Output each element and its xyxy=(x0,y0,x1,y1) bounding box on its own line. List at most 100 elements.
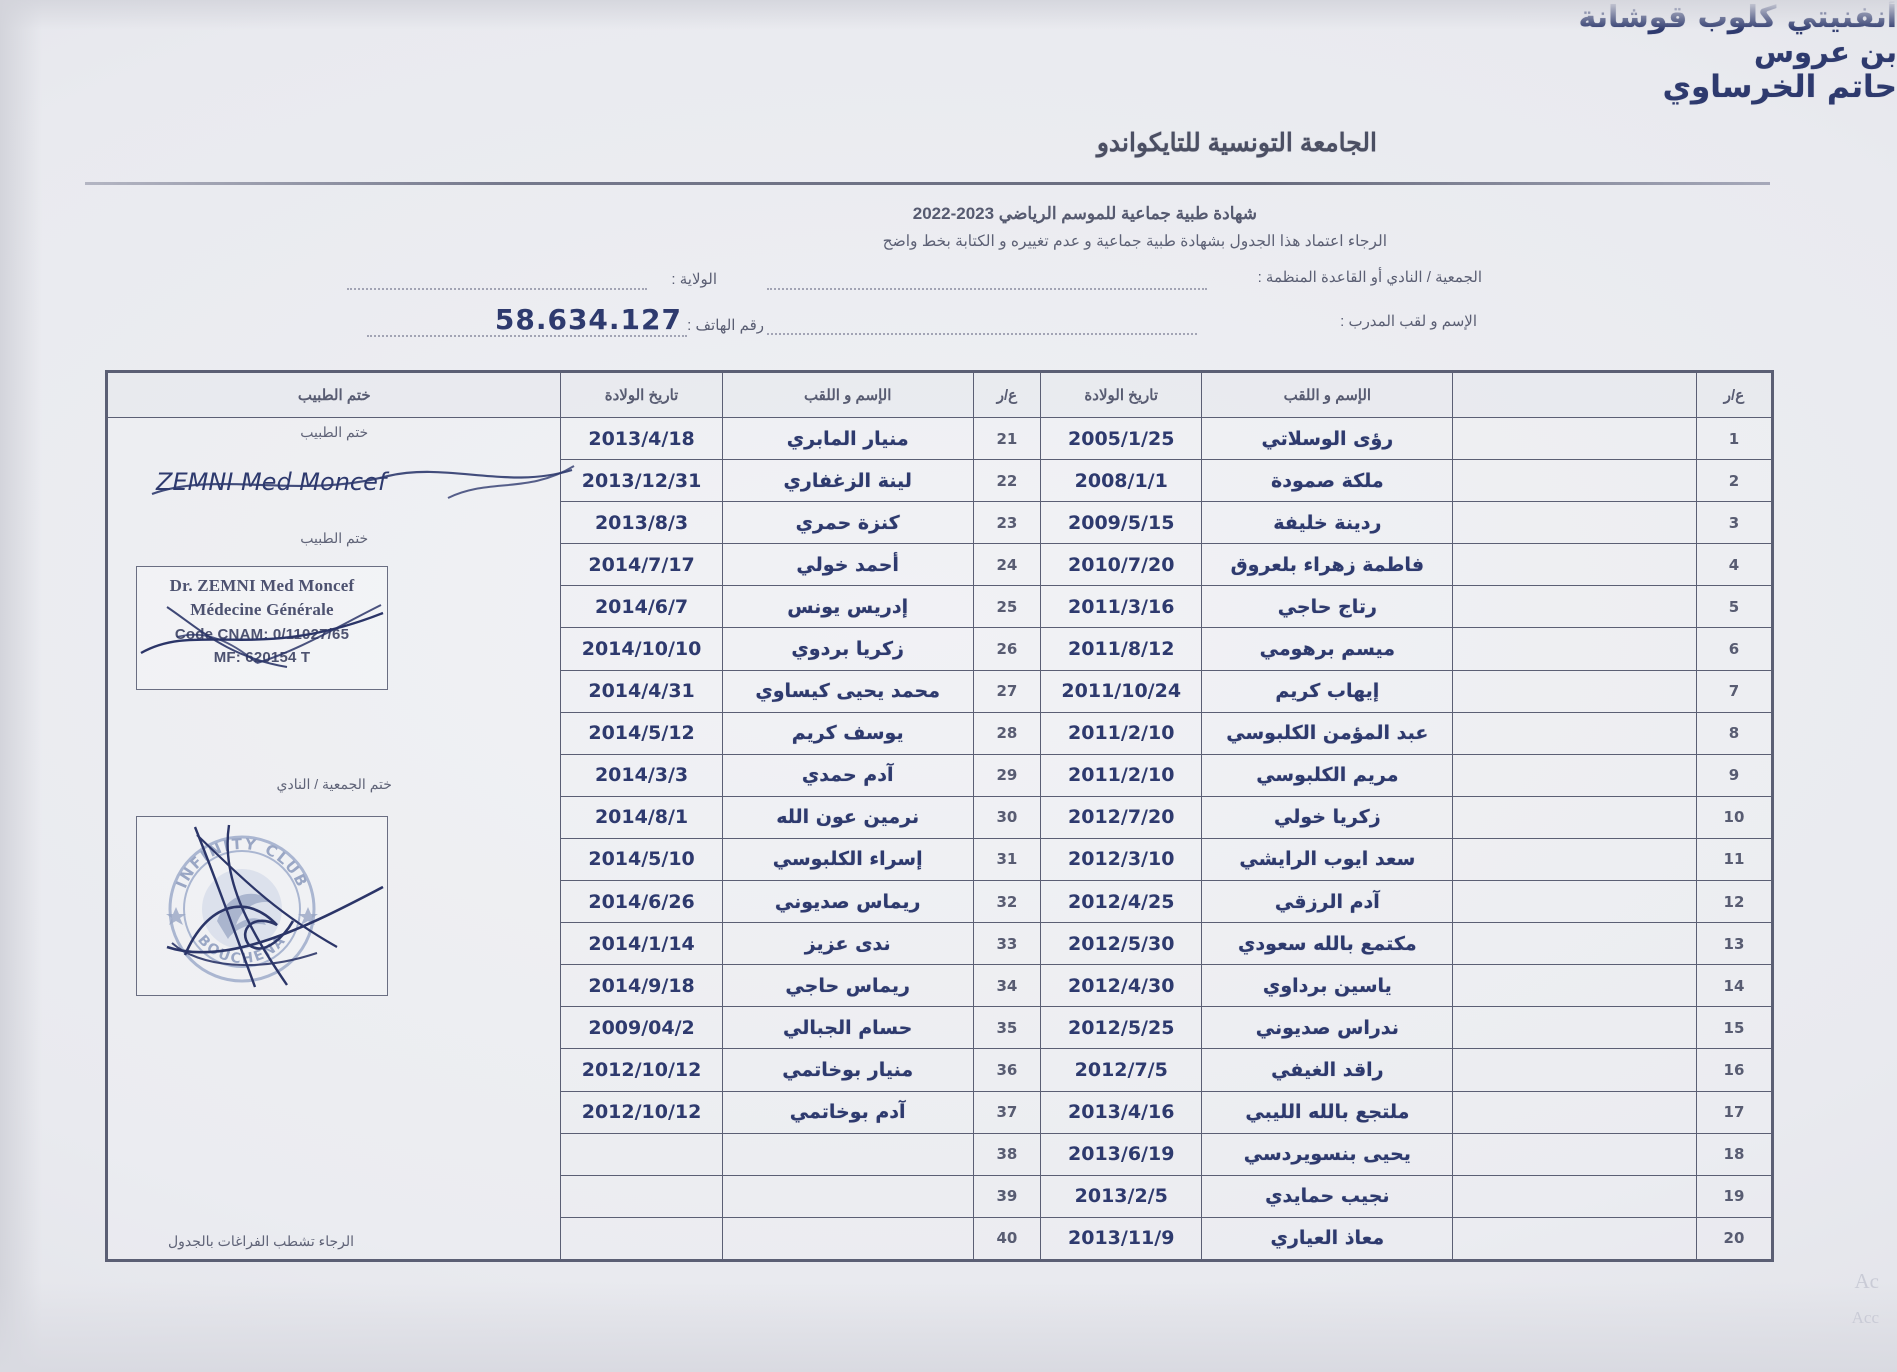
doctor-stamp-cell: ختم الطبيب ZEMNI Med Moncef ختم الطبيب D… xyxy=(106,417,575,1260)
page-shadow-bottom xyxy=(0,1282,1897,1372)
table-row: 2012/10/12 منيار بوخاتمي 36 2012/7/5 راقد ال… xyxy=(108,1048,1773,1092)
document-subtitle: شهادة طبية جماعية للموسم الرياضي 2023-20… xyxy=(912,204,1257,223)
left-index: 31 xyxy=(972,837,1042,882)
right-birth-date: 2012/7/5 xyxy=(1040,1048,1203,1092)
table-row: 2014/1/14 ندى عزيز 33 2012/5/30 مكتمع بالله … xyxy=(108,922,1773,966)
right-birth-date: 2013/11/9 xyxy=(1040,1216,1203,1261)
left-birth-date: 2012/10/12 xyxy=(560,1048,723,1092)
blank-cell xyxy=(1452,964,1697,1008)
right-full-name: نجيب حمايدي xyxy=(1201,1174,1454,1218)
right-index: 8 xyxy=(1695,711,1773,755)
club-stamp-box: INFINITY CLUB BOUCHENA xyxy=(136,816,388,996)
right-index: 18 xyxy=(1695,1132,1773,1176)
left-birth-date: 2014/10/10 xyxy=(560,627,723,671)
blank-cell xyxy=(1452,1048,1697,1092)
left-index: 29 xyxy=(972,753,1042,797)
right-birth-date: 2011/8/12 xyxy=(1040,627,1203,671)
left-full-name: آدم بوخاتمي xyxy=(721,1090,974,1134)
left-full-name: حسام الجبالي xyxy=(721,1006,974,1050)
left-full-name xyxy=(721,1174,974,1218)
left-full-name: نرمين عون الله xyxy=(721,795,974,839)
table-row: 2009/04/2 حسام الجبالي 35 2012/5/25 ندراس صد… xyxy=(108,1006,1773,1050)
left-birth-date: 2014/5/10 xyxy=(560,837,723,882)
left-index: 21 xyxy=(972,416,1042,461)
form-instruction-text: الرجاء اعتماد هذا الجدول بشهادة طبية جما… xyxy=(882,233,1387,250)
right-index: 20 xyxy=(1695,1216,1773,1261)
table-row: 2014/5/10 إسراء الكلبوسي 31 2012/3/10 سعد اي… xyxy=(108,837,1773,882)
right-index: 15 xyxy=(1695,1006,1773,1050)
right-birth-date: 2013/2/5 xyxy=(1040,1174,1203,1218)
header-full-name-left: الإسم و اللقب xyxy=(721,372,974,418)
table-row: 2014/5/12 يوسف كريم 28 2011/2/10 عبد المؤمن … xyxy=(108,711,1773,755)
left-index: 32 xyxy=(972,880,1042,924)
left-birth-date: 2013/8/3 xyxy=(560,501,723,545)
blank-cell xyxy=(1452,501,1697,545)
header-birth-date-right: تاريخ الولادة xyxy=(1040,372,1203,418)
left-full-name: ندى عزيز xyxy=(721,922,974,966)
left-full-name: زكريا بردوي xyxy=(721,627,974,671)
left-index: 30 xyxy=(972,795,1042,839)
left-full-name: منيار المابري xyxy=(721,416,974,461)
right-full-name: مريم الكلبوسي xyxy=(1201,753,1454,797)
doctor-stamp-label-middle: ختم الطبيب xyxy=(300,530,369,546)
roster-table-body: ختم الطبيب ZEMNI Med Moncef ختم الطبيب D… xyxy=(106,416,1773,1261)
left-index: 26 xyxy=(972,627,1042,671)
left-birth-date: 2013/12/31 xyxy=(560,459,723,503)
coach-field-value: حاتم الخرساوي xyxy=(1662,69,1897,105)
table-row: 2014/3/3 آدم حمدي 29 2011/2/10 مريم الكلبوسي… xyxy=(108,753,1773,797)
blank-cell xyxy=(1452,1132,1697,1176)
right-full-name: رؤى الوسلاتي xyxy=(1201,416,1454,461)
right-index: 4 xyxy=(1695,543,1773,587)
left-index: 28 xyxy=(972,711,1042,755)
right-index: 3 xyxy=(1695,501,1773,545)
right-index: 19 xyxy=(1695,1174,1773,1218)
watermark-line-2: Acc xyxy=(1851,1308,1879,1327)
left-birth-date: 2012/10/12 xyxy=(560,1090,723,1134)
blank-cell xyxy=(1452,585,1697,629)
right-index: 17 xyxy=(1695,1090,1773,1134)
blank-cell xyxy=(1452,543,1697,587)
page-shadow-left xyxy=(0,0,42,1372)
left-index: 23 xyxy=(972,501,1042,545)
doctor-stamp-strikethrough xyxy=(140,604,384,668)
bottom-note: الرجاء تشطب الفراغات بالجدول xyxy=(168,1233,355,1249)
blank-cell xyxy=(1452,1090,1697,1134)
right-full-name: يحيى بنسويردسي xyxy=(1201,1132,1454,1176)
right-birth-date: 2011/2/10 xyxy=(1040,711,1203,755)
right-index: 11 xyxy=(1695,837,1773,882)
left-full-name xyxy=(721,1132,974,1176)
federation-title: الجامعة التونسية للتايكواندو xyxy=(1096,129,1377,157)
coach-field-label: الإسم و لقب المدرب : xyxy=(1340,313,1477,330)
left-full-name: آدم حمدي xyxy=(721,753,974,797)
roster-table: ختم الطبيب تاريخ الولادة الإسم و اللقب ع… xyxy=(106,372,1773,1261)
left-index: 24 xyxy=(972,543,1042,587)
doctor-stamp-specialty: Médecine Générale xyxy=(190,600,334,619)
governorate-field-dotted-line xyxy=(347,288,647,290)
blank-cell xyxy=(1452,711,1697,755)
left-index: 37 xyxy=(972,1090,1042,1134)
header-index-left: ع/ر xyxy=(972,372,1042,418)
left-birth-date: 2014/7/17 xyxy=(560,543,723,587)
right-birth-date: 2012/5/25 xyxy=(1040,1006,1203,1050)
table-row: 2013/8/3 كنزة حمري 23 2009/5/15 ردينة خليفة 3 xyxy=(108,501,1773,545)
right-index: 10 xyxy=(1695,795,1773,839)
phone-field-label: رقم الهاتف : xyxy=(687,317,764,334)
left-full-name: إسراء الكلبوسي xyxy=(721,837,974,882)
governorate-field-label: الولاية : xyxy=(671,271,717,288)
right-full-name: معاذ العياري xyxy=(1201,1216,1454,1261)
left-index: 33 xyxy=(972,922,1042,966)
right-index: 9 xyxy=(1695,753,1773,797)
doctor-signature: ZEMNI Med Moncef xyxy=(151,465,575,499)
left-full-name: أحمد خولي xyxy=(721,543,974,587)
left-birth-date: 2014/4/31 xyxy=(560,669,723,713)
left-birth-date: 2014/6/7 xyxy=(560,585,723,629)
left-full-name: لينة الزغفاري xyxy=(721,459,974,503)
blank-cell xyxy=(1452,1006,1697,1050)
table-row: 2014/6/26 ريماس صديوني 32 2012/4/25 آدم الرز… xyxy=(108,880,1773,924)
right-full-name: مكتمع بالله سعودي xyxy=(1201,922,1454,966)
blank-cell xyxy=(1452,753,1697,797)
table-row: 40 2013/11/9 معاذ العياري 20 xyxy=(108,1216,1773,1261)
right-full-name: ردينة خليفة xyxy=(1201,501,1454,545)
left-index: 36 xyxy=(972,1048,1042,1092)
